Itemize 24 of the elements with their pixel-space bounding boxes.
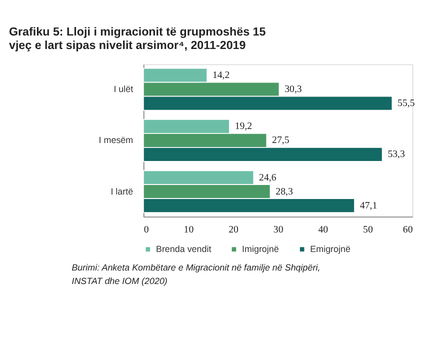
data-label: 28,3	[276, 186, 293, 198]
legend-label: Imigrojnë	[242, 244, 279, 254]
text: Burimi: Anketa Kombëtare e Migracionit në familje në Shqipëri, INSTAT dhe IOM (2020)	[72, 262, 320, 286]
x-tick-label: 60	[402, 224, 413, 236]
y-tick-label: I lartë	[110, 186, 134, 196]
x-tick-label: 50	[363, 224, 373, 236]
chart-title: Grafiku 5: Lloji i migracionit të grupmoshës 15 vjeç e lart sipas nivelit arsimor⁴, 2011-2019	[8, 26, 266, 52]
x-tick-label: 0	[144, 224, 149, 236]
data-label: 27,5	[272, 135, 290, 146]
legend-label: Emigrojnë	[310, 244, 350, 254]
y-tick-label: I mesëm	[98, 135, 134, 146]
data-label: 19,2	[234, 121, 252, 132]
data-label: 55,5	[398, 98, 415, 109]
x-tick-label: 30	[273, 224, 284, 236]
data-label: 24,6	[259, 172, 276, 184]
x-tick-label: 10	[184, 224, 194, 236]
data-label: 14,2	[212, 70, 230, 82]
y-tick-label: I ulët	[114, 84, 134, 94]
x-tick-label: 20	[228, 224, 239, 236]
data-label: 47,1	[360, 200, 378, 212]
data-label: 53,3	[388, 149, 406, 160]
data-label: 30,3	[284, 84, 302, 95]
x-tick-label: 40	[318, 224, 328, 236]
legend-label: Brenda vendit	[156, 244, 212, 254]
